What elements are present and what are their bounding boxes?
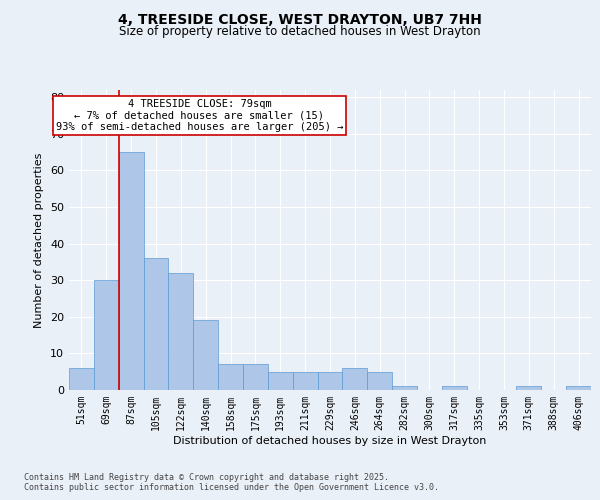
Bar — [442, 386, 467, 390]
Bar — [566, 386, 591, 390]
Bar — [343, 368, 367, 390]
Bar — [392, 386, 417, 390]
X-axis label: Distribution of detached houses by size in West Drayton: Distribution of detached houses by size … — [173, 436, 487, 446]
Bar — [169, 273, 193, 390]
Bar — [268, 372, 293, 390]
Y-axis label: Number of detached properties: Number of detached properties — [34, 152, 44, 328]
Text: 4 TREESIDE CLOSE: 79sqm
← 7% of detached houses are smaller (15)
93% of semi-det: 4 TREESIDE CLOSE: 79sqm ← 7% of detached… — [56, 99, 343, 132]
Bar — [69, 368, 94, 390]
Bar — [517, 386, 541, 390]
Bar — [119, 152, 143, 390]
Text: Contains public sector information licensed under the Open Government Licence v3: Contains public sector information licen… — [24, 482, 439, 492]
Bar — [243, 364, 268, 390]
Bar — [293, 372, 317, 390]
Bar — [218, 364, 243, 390]
Text: Size of property relative to detached houses in West Drayton: Size of property relative to detached ho… — [119, 25, 481, 38]
Text: Contains HM Land Registry data © Crown copyright and database right 2025.: Contains HM Land Registry data © Crown c… — [24, 472, 389, 482]
Bar — [193, 320, 218, 390]
Text: 4, TREESIDE CLOSE, WEST DRAYTON, UB7 7HH: 4, TREESIDE CLOSE, WEST DRAYTON, UB7 7HH — [118, 12, 482, 26]
Bar — [317, 372, 343, 390]
Bar — [94, 280, 119, 390]
Bar — [367, 372, 392, 390]
Bar — [143, 258, 169, 390]
